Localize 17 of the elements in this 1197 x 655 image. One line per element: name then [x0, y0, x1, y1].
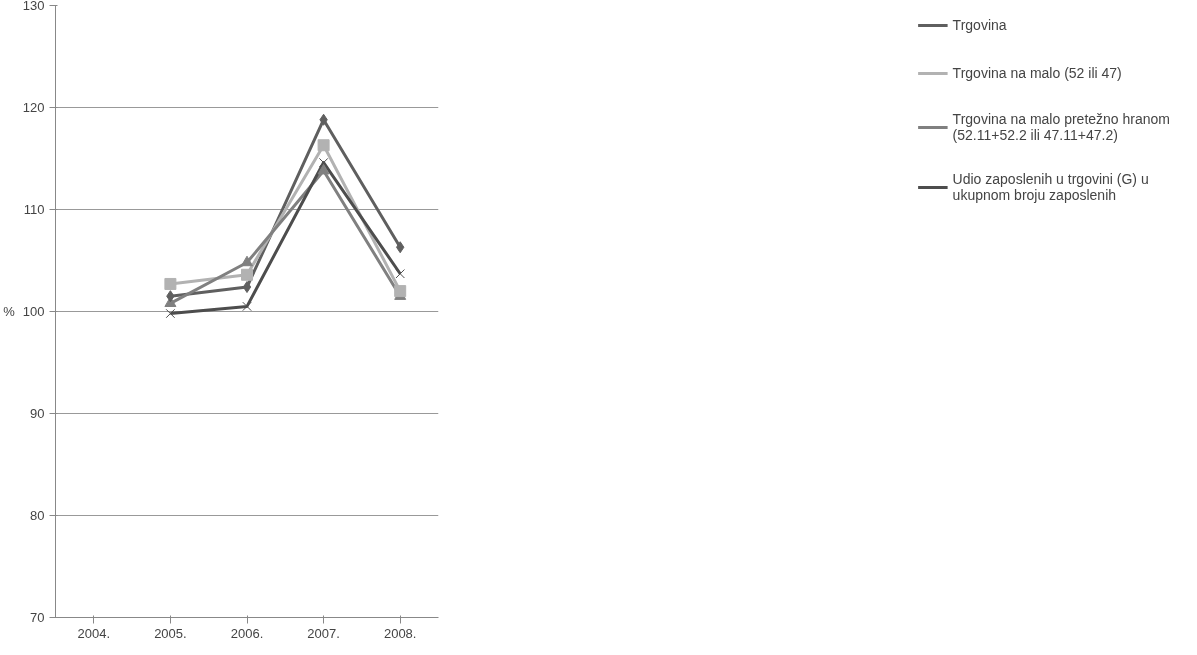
legend-label: Udio zaposlenih u trgovini (G) u ukupnom broju zaposlenih [952, 171, 1149, 203]
y-tick-label: 110 [23, 202, 45, 217]
y-tick-label: 90 [30, 406, 45, 421]
x-tick-label: 2004. [77, 625, 111, 641]
y-tick-label: 100 [22, 304, 45, 319]
legend-label: Trgovina na malo pretežno hranom (52.11+52.2 ili 47.11+47.2) [952, 111, 1170, 143]
x-tick-label: 2008. [383, 625, 417, 641]
x-tick-label: 2007. [307, 625, 340, 641]
y-tick-label: 70 [30, 610, 45, 625]
x-tick-label: 2005. [154, 625, 187, 641]
x-tick-label: 2006. [230, 625, 264, 641]
legend-label: Trgovina na malo (52 ili 47) [952, 65, 1122, 81]
y-tick-label: 120 [22, 100, 45, 115]
y-tick-label: 130 [22, 0, 45, 13]
y-axis-title: % [3, 304, 16, 319]
legend-label: Trgovina [952, 17, 1007, 33]
y-tick-label: 80 [30, 508, 45, 523]
